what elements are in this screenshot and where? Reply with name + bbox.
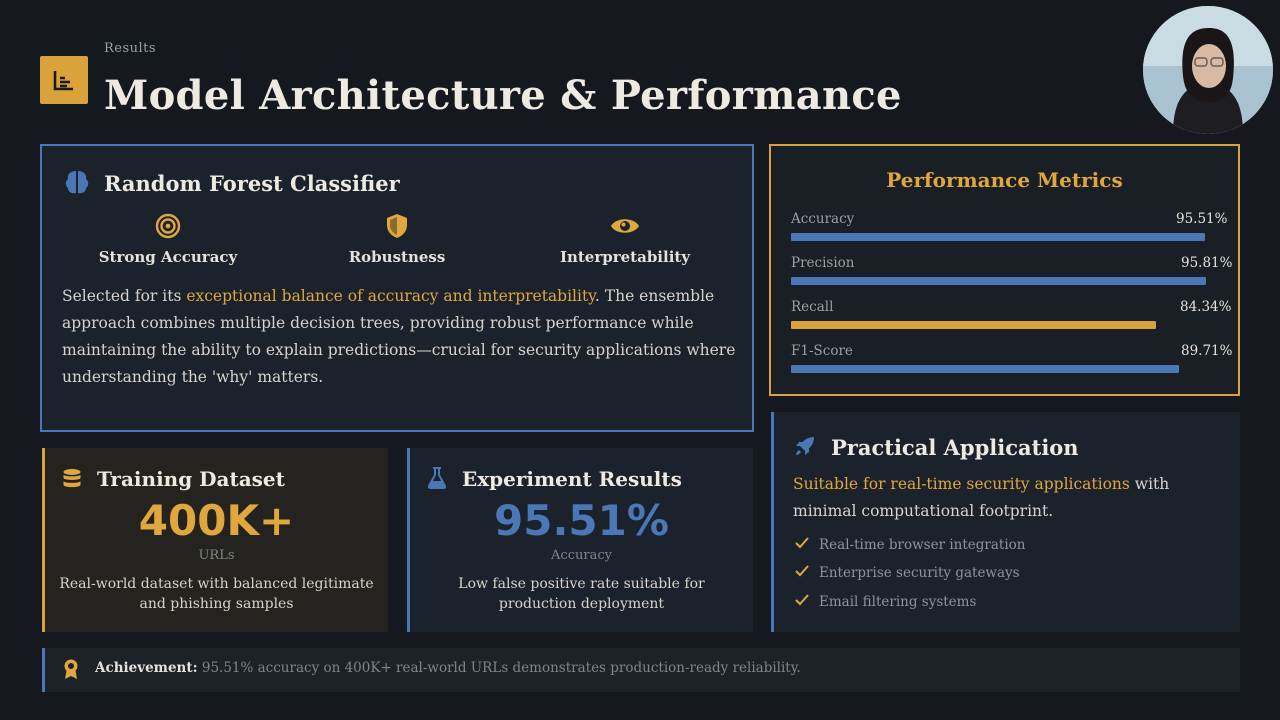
metric-value: 95.81% bbox=[1181, 255, 1233, 271]
application-item-label: Real-time browser integration bbox=[819, 537, 1026, 553]
metric-bar bbox=[791, 365, 1224, 373]
metric-name: F1-Score bbox=[791, 343, 853, 359]
achievement-detail: 95.51% accuracy on 400K+ real-world URLs… bbox=[197, 660, 801, 676]
rf-description: Selected for its exceptional balance of … bbox=[62, 283, 746, 391]
application-text-rest: with minimal computational footprint. bbox=[793, 475, 1170, 520]
metric-bar-fill bbox=[791, 321, 1156, 329]
application-list-item: Real-time browser integration bbox=[795, 537, 1025, 553]
application-list-item: Enterprise security gateways bbox=[795, 565, 1020, 581]
check-icon bbox=[795, 594, 811, 610]
random-forest-panel bbox=[40, 144, 754, 432]
database-icon bbox=[62, 468, 82, 494]
presenter-avatar bbox=[1143, 6, 1273, 134]
experiment-unit: Accuracy bbox=[551, 548, 612, 563]
metric-bar bbox=[791, 321, 1224, 329]
feature-label: Strong Accuracy bbox=[98, 248, 238, 266]
metric-accuracy: Accuracy 95.51% bbox=[791, 211, 1228, 255]
rf-text-intro: Selected for its bbox=[62, 287, 187, 305]
application-description: Suitable for real-time security applicat… bbox=[793, 471, 1233, 525]
check-icon bbox=[795, 565, 811, 581]
feature-label: Robustness bbox=[348, 248, 446, 266]
shield-icon bbox=[297, 212, 497, 240]
achievement-label: Achievement: bbox=[95, 660, 198, 676]
target-icon bbox=[68, 212, 268, 240]
rf-text-highlight: exceptional balance of accuracy and inte… bbox=[186, 287, 595, 305]
check-icon bbox=[795, 537, 811, 553]
training-number: 400K+ bbox=[138, 496, 295, 545]
training-unit: URLs bbox=[198, 548, 235, 563]
metric-recall: Recall 84.34% bbox=[791, 299, 1231, 343]
section-label: Results bbox=[104, 41, 157, 56]
experiment-description: Low false positive rate suitable for pro… bbox=[458, 576, 705, 612]
metric-name: Recall bbox=[791, 299, 834, 315]
metric-precision: Precision 95.81% bbox=[791, 255, 1232, 299]
feature-interpretability: Interpretability bbox=[525, 212, 725, 266]
feature-strong-accuracy: Strong Accuracy bbox=[68, 212, 268, 266]
rf-title: Random Forest Classifier bbox=[104, 171, 400, 196]
metric-name: Precision bbox=[791, 255, 855, 271]
page-title: Model Architecture & Performance bbox=[104, 72, 902, 119]
metrics-title: Performance Metrics bbox=[886, 168, 1123, 192]
metric-bar bbox=[791, 233, 1224, 241]
metric-bar-fill bbox=[791, 277, 1206, 285]
application-text-highlight: Suitable for real-time security applicat… bbox=[793, 475, 1130, 493]
flask-icon bbox=[427, 467, 447, 493]
achievement-bar bbox=[42, 648, 1240, 692]
metric-value: 95.51% bbox=[1176, 211, 1228, 227]
rocket-icon bbox=[794, 435, 816, 461]
eye-icon bbox=[525, 212, 725, 240]
header-chart-icon bbox=[40, 56, 88, 104]
training-title: Training Dataset bbox=[97, 467, 285, 491]
training-dataset-panel bbox=[42, 448, 388, 632]
practical-application-panel bbox=[771, 412, 1240, 632]
experiment-title: Experiment Results bbox=[462, 467, 682, 491]
metric-value: 89.71% bbox=[1181, 343, 1233, 359]
metric-bar bbox=[791, 277, 1224, 285]
award-icon bbox=[63, 659, 79, 685]
rf-text-rest: . The ensemble approach combines multipl… bbox=[62, 287, 736, 386]
metric-bar-fill bbox=[791, 233, 1205, 241]
metric-value: 84.34% bbox=[1180, 299, 1232, 315]
brain-icon bbox=[64, 168, 90, 200]
application-item-label: Enterprise security gateways bbox=[819, 565, 1020, 581]
training-description: Real-world dataset with balanced legitim… bbox=[59, 576, 374, 612]
experiment-number: 95.51% bbox=[494, 496, 669, 545]
experiment-results-panel bbox=[407, 448, 753, 632]
application-title: Practical Application bbox=[831, 435, 1079, 460]
metric-bar-fill bbox=[791, 365, 1179, 373]
metric-name: Accuracy bbox=[791, 211, 855, 227]
application-list-item: Email filtering systems bbox=[795, 594, 976, 610]
application-item-label: Email filtering systems bbox=[819, 594, 977, 610]
metrics-panel bbox=[769, 144, 1240, 396]
achievement-text: Achievement: 95.51% accuracy on 400K+ re… bbox=[95, 660, 801, 676]
feature-label: Interpretability bbox=[559, 248, 691, 266]
metric-f1-score: F1-Score 89.71% bbox=[791, 343, 1232, 387]
feature-robustness: Robustness bbox=[297, 212, 497, 266]
